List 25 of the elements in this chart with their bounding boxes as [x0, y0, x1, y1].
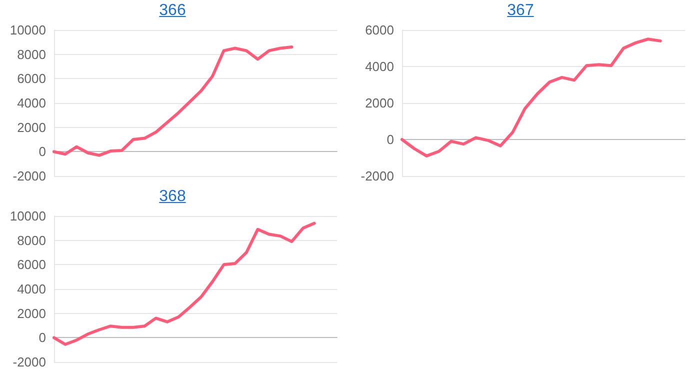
y-tick-label: 6000	[17, 71, 46, 86]
line-series	[52, 222, 316, 346]
chart-title: 366	[158, 1, 187, 21]
y-tick-label: 0	[38, 330, 46, 346]
y-tick-label: -2000	[12, 354, 46, 370]
y-tick-label: 6000	[17, 257, 46, 272]
y-tick-label: 8000	[17, 46, 46, 62]
y-tick-label: 10000	[10, 22, 46, 38]
y-tick-label: 4000	[17, 282, 46, 296]
chart-title: 368	[158, 187, 187, 207]
y-tick-label: 8000	[17, 232, 46, 248]
y-tick-label: 2000	[17, 306, 46, 321]
y-tick-label: 6000	[365, 22, 394, 38]
y-tick-label: 0	[38, 144, 46, 160]
chart-title: 367	[506, 1, 535, 21]
y-tick-label: 0	[386, 132, 394, 147]
y-tick-label: 10000	[10, 208, 46, 224]
line-series	[400, 38, 662, 158]
line-series	[52, 46, 294, 157]
y-tick-label: -2000	[12, 168, 46, 184]
y-tick-label: 4000	[17, 96, 46, 110]
y-tick-label: -2000	[360, 168, 394, 184]
y-tick-label: 2000	[17, 120, 46, 135]
y-tick-label: 4000	[365, 59, 394, 74]
y-tick-label: 2000	[365, 96, 394, 110]
